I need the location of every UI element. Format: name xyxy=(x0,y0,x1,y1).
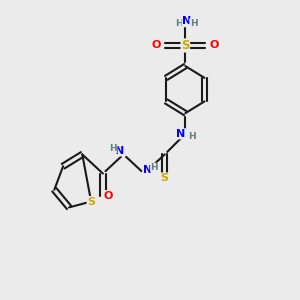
Text: H: H xyxy=(110,144,117,153)
Text: N: N xyxy=(115,146,124,156)
Text: S: S xyxy=(181,39,190,52)
Text: H: H xyxy=(188,132,196,141)
Text: N: N xyxy=(143,165,152,175)
Text: O: O xyxy=(209,40,219,50)
Text: O: O xyxy=(103,190,113,201)
Text: H: H xyxy=(190,19,197,28)
Text: H: H xyxy=(151,163,158,172)
Text: S: S xyxy=(87,196,95,206)
Text: N: N xyxy=(182,16,191,26)
Text: O: O xyxy=(152,40,161,50)
Text: H: H xyxy=(175,19,183,28)
Text: N: N xyxy=(176,129,185,139)
Text: S: S xyxy=(161,173,169,183)
